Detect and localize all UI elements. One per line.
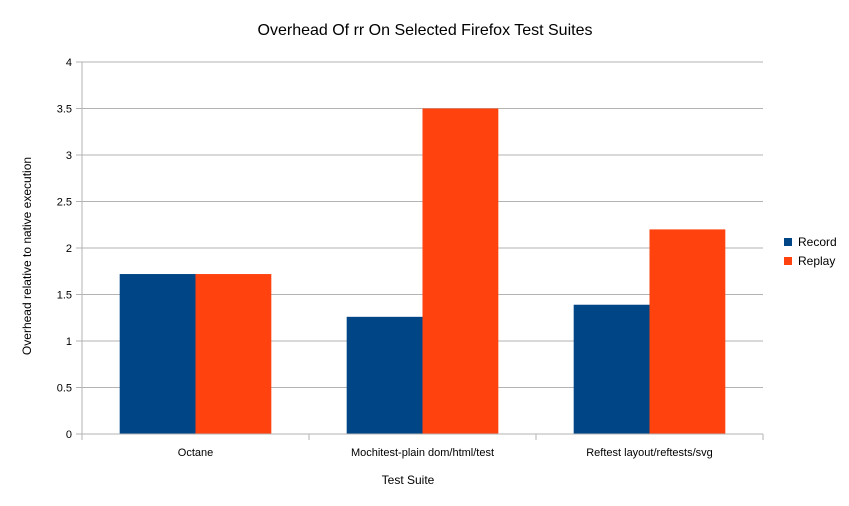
legend-swatch-record bbox=[784, 238, 792, 246]
y-tick-label: 1 bbox=[66, 336, 72, 348]
y-tick-label: 2 bbox=[66, 243, 72, 255]
y-tick-label: 2.5 bbox=[57, 197, 72, 209]
legend: Record Replay bbox=[784, 235, 837, 268]
legend-label-record: Record bbox=[798, 235, 837, 249]
y-axis-label: Overhead relative to native execution bbox=[20, 157, 34, 355]
y-tick-label: 0.5 bbox=[57, 383, 72, 395]
y-tick-label: 3.5 bbox=[57, 104, 72, 116]
x-tick-label: Reftest layout/reftests/svg bbox=[586, 447, 713, 459]
bar-record-2 bbox=[573, 304, 650, 434]
x-tick-label: Mochitest-plain dom/html/test bbox=[351, 447, 494, 459]
y-tick-label: 0 bbox=[66, 429, 72, 441]
bar-replay-1 bbox=[422, 108, 499, 434]
bar-record-0 bbox=[119, 274, 196, 434]
legend-swatch-replay bbox=[784, 257, 792, 265]
x-axis-label: Test Suite bbox=[382, 473, 435, 487]
y-tick-label: 4 bbox=[66, 57, 72, 69]
legend-label-replay: Replay bbox=[798, 254, 835, 268]
chart-title: Overhead Of rr On Selected Firefox Test … bbox=[258, 22, 593, 39]
axes: 0 0.5 1 1.5 2 2.5 3 3.5 4 Octane Mochitest-plain d… bbox=[57, 57, 764, 459]
bars bbox=[119, 108, 726, 434]
y-tick-label: 3 bbox=[66, 150, 72, 162]
x-tick-label: Octane bbox=[178, 447, 213, 459]
y-tick-label: 1.5 bbox=[57, 290, 72, 302]
bar-record-1 bbox=[346, 316, 423, 434]
bar-replay-2 bbox=[649, 229, 726, 434]
bar-replay-0 bbox=[195, 274, 272, 434]
